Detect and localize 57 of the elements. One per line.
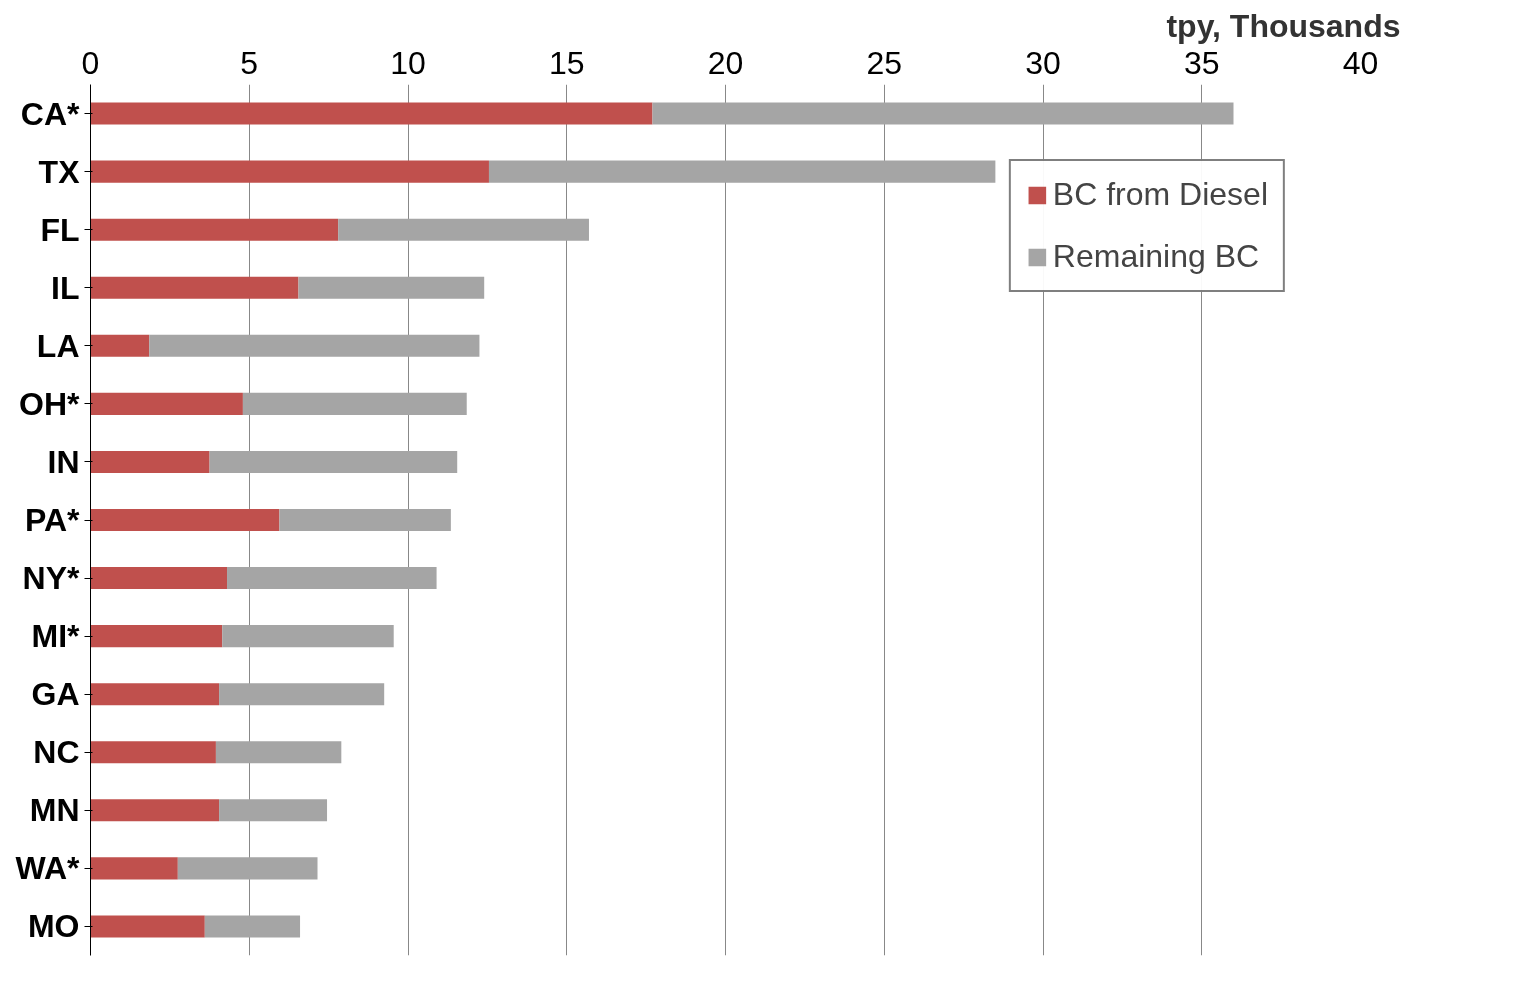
bar — [227, 567, 437, 590]
bar — [90, 160, 489, 183]
x-tick-label: 30 — [1025, 44, 1061, 81]
bar — [90, 625, 223, 648]
y-tick-label: MN — [29, 792, 80, 829]
bar — [219, 683, 385, 706]
y-tick-label: CA* — [20, 95, 81, 132]
bar — [219, 799, 328, 822]
bar — [90, 915, 205, 938]
y-tick-label: IL — [51, 269, 80, 306]
x-axis-title: tpy, Thousands — [1166, 7, 1401, 44]
y-tick-label: LA — [36, 327, 80, 364]
legend-label: BC from Diesel — [1052, 176, 1268, 213]
bar — [177, 857, 318, 880]
y-tick-label: NC — [33, 734, 80, 771]
bar — [279, 508, 451, 532]
bar — [222, 625, 394, 648]
y-tick-label: GA — [31, 676, 80, 713]
bar — [242, 392, 467, 415]
bar — [90, 857, 178, 880]
bar — [90, 683, 220, 706]
legend-label: Remaining BC — [1052, 238, 1260, 275]
bar — [90, 102, 653, 125]
y-tick-label: NY* — [22, 560, 81, 597]
bar — [338, 218, 589, 241]
y-tick-label: TX — [38, 153, 81, 190]
bar — [90, 508, 280, 532]
bar — [204, 915, 301, 938]
bar — [90, 450, 210, 473]
bar — [298, 276, 485, 299]
bar — [149, 334, 480, 357]
bar — [90, 741, 216, 764]
bar — [488, 160, 996, 183]
y-tick-label: FL — [40, 211, 80, 248]
x-tick-label: 0 — [81, 44, 100, 81]
y-tick-label: IN — [47, 443, 80, 480]
bar — [90, 567, 228, 590]
bar — [90, 276, 299, 299]
y-tick-label: WA* — [15, 850, 81, 887]
x-tick-label: 25 — [866, 44, 903, 81]
x-tick-label: 15 — [548, 44, 585, 81]
bar — [90, 392, 243, 415]
x-tick-label: 10 — [390, 44, 426, 81]
x-tick-label: 5 — [240, 44, 259, 81]
x-tick-label: 20 — [707, 44, 744, 81]
bar — [209, 450, 458, 473]
bar — [652, 102, 1234, 125]
y-tick-label: OH* — [19, 385, 81, 422]
y-tick-label: MO — [27, 908, 80, 945]
bar — [90, 799, 220, 822]
bar — [90, 218, 339, 241]
bar — [90, 334, 150, 357]
bar — [215, 741, 342, 764]
y-tick-label: PA* — [24, 502, 81, 538]
x-tick-label: 35 — [1183, 44, 1220, 81]
y-tick-label: MI* — [31, 618, 81, 655]
x-tick-label: 40 — [1342, 44, 1379, 81]
